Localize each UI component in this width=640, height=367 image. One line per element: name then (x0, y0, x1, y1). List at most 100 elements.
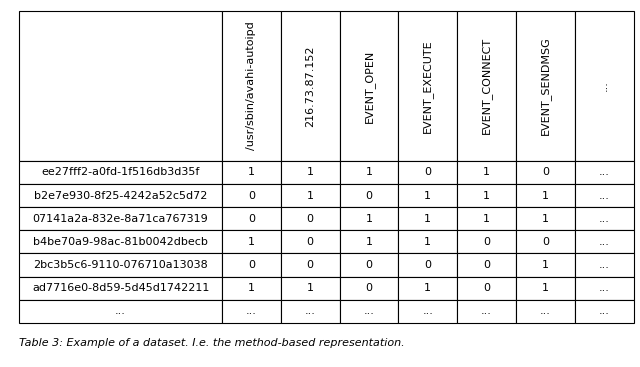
Bar (222, 161, 281, 184)
Text: ...: ... (481, 306, 492, 316)
Bar (457, 300, 516, 323)
Bar (19, 277, 222, 300)
Text: 0: 0 (365, 260, 372, 270)
Bar (575, 207, 634, 230)
Text: 1: 1 (248, 283, 255, 293)
Text: 1: 1 (365, 167, 372, 177)
Bar (281, 161, 340, 184)
Text: b2e7e930-8f25-4242a52c5d72: b2e7e930-8f25-4242a52c5d72 (34, 190, 207, 200)
Text: ee27fff2-a0fd-1f516db3d35f: ee27fff2-a0fd-1f516db3d35f (42, 167, 200, 177)
Text: 0: 0 (542, 167, 549, 177)
Text: 0: 0 (483, 237, 490, 247)
Text: /usr/sbin/avahi-autoipd: /usr/sbin/avahi-autoipd (246, 22, 257, 150)
Bar (398, 254, 457, 277)
Bar (516, 277, 575, 300)
Bar (575, 161, 634, 184)
Bar (340, 207, 398, 230)
Text: 1: 1 (307, 283, 314, 293)
Text: EVENT_OPEN: EVENT_OPEN (364, 49, 374, 123)
Text: 1: 1 (542, 260, 549, 270)
Text: 0: 0 (307, 260, 314, 270)
Bar (457, 230, 516, 254)
Bar (516, 254, 575, 277)
Bar (281, 254, 340, 277)
Bar (457, 277, 516, 300)
Text: 1: 1 (542, 190, 549, 200)
Text: Table 3: Example of a dataset. I.e. the method-based representation.: Table 3: Example of a dataset. I.e. the … (19, 338, 405, 348)
Bar (575, 230, 634, 254)
Bar (340, 277, 398, 300)
Bar (516, 230, 575, 254)
Text: 1: 1 (424, 214, 431, 224)
Bar (19, 300, 222, 323)
Bar (19, 184, 222, 207)
Bar (19, 161, 222, 184)
Text: 0: 0 (424, 260, 431, 270)
Text: ad7716e0-8d59-5d45d1742211: ad7716e0-8d59-5d45d1742211 (32, 283, 209, 293)
Bar (281, 184, 340, 207)
Text: ...: ... (599, 237, 610, 247)
Bar (281, 230, 340, 254)
Bar (19, 230, 222, 254)
Text: 1: 1 (483, 190, 490, 200)
Bar (340, 161, 398, 184)
Bar (340, 184, 398, 207)
Text: ...: ... (599, 306, 610, 316)
Text: 0: 0 (307, 214, 314, 224)
Bar (281, 277, 340, 300)
Text: 0: 0 (483, 260, 490, 270)
Text: 1: 1 (307, 190, 314, 200)
Text: 1: 1 (365, 214, 372, 224)
Text: ...: ... (599, 167, 610, 177)
Bar (575, 184, 634, 207)
Text: 1: 1 (248, 167, 255, 177)
Bar (340, 230, 398, 254)
Text: ...: ... (115, 306, 126, 316)
Bar (398, 207, 457, 230)
Text: ...: ... (540, 306, 551, 316)
Bar (281, 207, 340, 230)
Bar (340, 254, 398, 277)
Bar (222, 207, 281, 230)
Text: 07141a2a-832e-8a71ca767319: 07141a2a-832e-8a71ca767319 (33, 214, 209, 224)
Bar (222, 11, 281, 161)
Bar (222, 184, 281, 207)
Text: b4be70a9-98ac-81b0042dbecb: b4be70a9-98ac-81b0042dbecb (33, 237, 208, 247)
Bar (575, 254, 634, 277)
Bar (516, 161, 575, 184)
Bar (457, 207, 516, 230)
Text: EVENT_CONNECT: EVENT_CONNECT (481, 37, 492, 134)
Text: ...: ... (364, 306, 374, 316)
Bar (457, 254, 516, 277)
Text: EVENT_EXECUTE: EVENT_EXECUTE (422, 39, 433, 133)
Text: 1: 1 (424, 190, 431, 200)
Bar (19, 254, 222, 277)
Text: 0: 0 (365, 283, 372, 293)
Text: ...: ... (246, 306, 257, 316)
Text: ...: ... (599, 190, 610, 200)
Text: 0: 0 (483, 283, 490, 293)
Bar (281, 300, 340, 323)
Text: 0: 0 (307, 237, 314, 247)
Text: 1: 1 (424, 283, 431, 293)
Bar (457, 161, 516, 184)
Text: 1: 1 (483, 214, 490, 224)
Bar (398, 184, 457, 207)
Text: 1: 1 (365, 237, 372, 247)
Bar (222, 277, 281, 300)
Text: ...: ... (599, 214, 610, 224)
Bar (575, 277, 634, 300)
Bar (222, 230, 281, 254)
Text: 1: 1 (483, 167, 490, 177)
Text: 1: 1 (424, 237, 431, 247)
Text: 0: 0 (248, 190, 255, 200)
Text: 0: 0 (365, 190, 372, 200)
Text: 1: 1 (542, 283, 549, 293)
Text: 0: 0 (542, 237, 549, 247)
Bar (457, 11, 516, 161)
Text: 0: 0 (248, 260, 255, 270)
Bar (575, 11, 634, 161)
Bar (516, 11, 575, 161)
Text: EVENT_SENDMSG: EVENT_SENDMSG (540, 36, 551, 135)
Bar (575, 300, 634, 323)
